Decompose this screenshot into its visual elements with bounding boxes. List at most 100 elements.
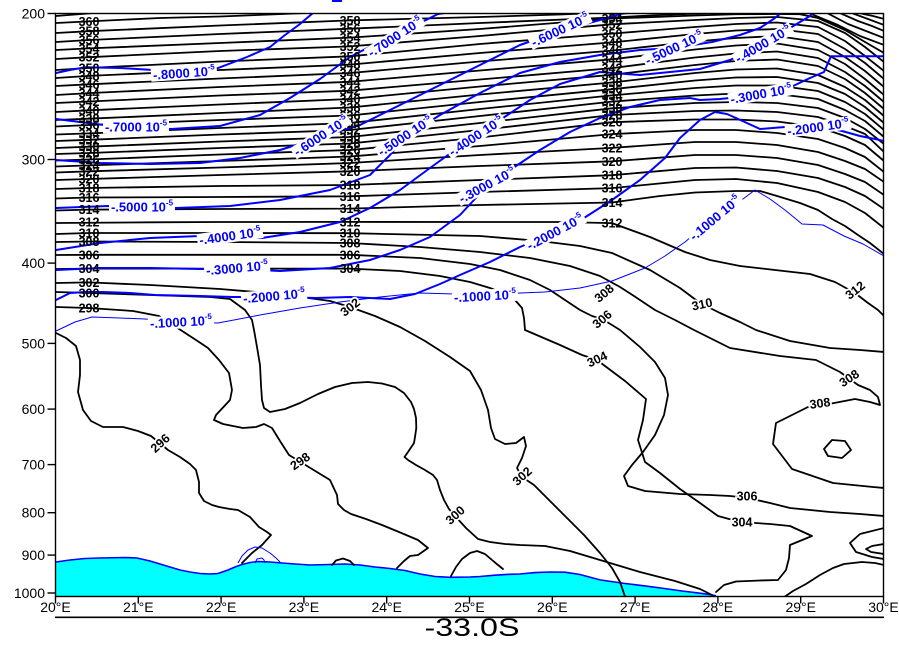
svg-text:400: 400 [22,255,46,271]
svg-text:318: 318 [79,182,100,196]
svg-text:20°E: 20°E [40,599,71,615]
svg-text:326: 326 [340,144,361,158]
svg-text:338: 338 [602,76,623,90]
svg-text:-.1000 10-5: -.1000 10-5 [150,312,213,331]
svg-text:352: 352 [340,40,361,54]
svg-text:700: 700 [22,457,46,473]
svg-text:300: 300 [79,287,100,301]
svg-text:350: 350 [79,62,100,76]
svg-text:27°E: 27°E [620,599,651,615]
svg-text:342: 342 [602,62,623,76]
svg-text:328: 328 [79,147,100,161]
svg-text:800: 800 [22,505,46,521]
svg-text:346: 346 [79,78,100,92]
svg-text:900: 900 [22,547,46,563]
svg-text:500: 500 [22,335,46,351]
svg-text:21°E: 21°E [123,599,154,615]
svg-text:348: 348 [602,36,623,50]
svg-text:298: 298 [79,302,100,316]
svg-text:332: 332 [79,133,100,147]
svg-text:310: 310 [340,227,361,241]
svg-text:-33.0S: -33.0S [425,614,520,642]
svg-text:318: 318 [340,179,361,193]
svg-text:320: 320 [340,165,361,179]
svg-text:312: 312 [602,217,623,231]
svg-text:330: 330 [602,102,623,116]
svg-text:324: 324 [79,159,100,173]
svg-text:352: 352 [79,51,100,65]
svg-text:300: 300 [22,152,46,168]
svg-text:334: 334 [79,127,100,141]
svg-text:352: 352 [602,18,623,32]
svg-text:358: 358 [340,14,361,28]
svg-text:328: 328 [602,109,623,123]
svg-text:304: 304 [732,516,753,530]
svg-text:326: 326 [79,153,100,167]
svg-text:306: 306 [737,490,758,504]
svg-text:314: 314 [79,203,100,217]
svg-text:340: 340 [340,93,361,107]
svg-text:344: 344 [340,75,361,89]
svg-text:336: 336 [79,119,100,133]
svg-text:322: 322 [79,165,100,179]
svg-text:316: 316 [602,182,623,196]
svg-text:322: 322 [340,157,361,171]
svg-text:-.8000 10-5: -.8000 10-5 [152,62,216,82]
svg-text:330: 330 [340,131,361,145]
svg-text:324: 324 [602,128,623,142]
svg-text:304: 304 [340,262,361,276]
svg-text:310: 310 [79,227,100,241]
svg-text:312: 312 [340,215,361,229]
svg-text:344: 344 [602,53,623,67]
svg-text:358: 358 [79,25,100,39]
svg-text:342: 342 [340,84,361,98]
svg-text:320: 320 [602,155,623,169]
svg-text:312: 312 [79,216,100,230]
svg-text:26°E: 26°E [537,599,568,615]
svg-text:340: 340 [79,104,100,118]
svg-text:350: 350 [602,27,623,41]
svg-text:306: 306 [340,248,361,262]
svg-text:-.2000 10-5: -.2000 10-5 [242,285,306,306]
svg-text:306: 306 [79,248,100,262]
svg-text:342: 342 [79,95,100,109]
svg-text:314: 314 [340,202,361,216]
svg-text:316: 316 [340,190,361,204]
svg-text:-.5000 10-5: -.5000 10-5 [111,199,174,215]
svg-text:334: 334 [602,89,623,103]
svg-text:354: 354 [602,12,623,26]
svg-text:338: 338 [340,101,361,115]
svg-text:308: 308 [79,235,100,249]
svg-text:348: 348 [340,58,361,72]
svg-text:302: 302 [79,276,100,290]
svg-text:338: 338 [79,112,100,126]
svg-text:336: 336 [602,83,623,97]
svg-text:350: 350 [340,50,361,64]
svg-text:320: 320 [79,173,100,187]
svg-text:360: 360 [79,15,100,29]
svg-text:346: 346 [340,67,361,81]
svg-text:310: 310 [690,295,713,313]
svg-text:326: 326 [602,116,623,130]
svg-text:348: 348 [79,69,100,83]
svg-text:28°E: 28°E [703,599,734,615]
svg-text:324: 324 [340,150,361,164]
svg-text:346: 346 [602,44,623,58]
svg-text:356: 356 [340,22,361,36]
svg-text:-.7000 10-5: -.7000 10-5 [105,119,168,135]
svg-text:308: 308 [809,395,832,412]
svg-text:344: 344 [79,87,100,101]
svg-text:200: 200 [22,6,46,22]
svg-text:-.1000 10-5: -.1000 10-5 [454,286,517,305]
svg-text:306: 306 [737,490,758,504]
svg-text:22°E: 22°E [206,599,237,615]
svg-text:1000: 1000 [14,585,45,601]
svg-text:354: 354 [340,31,361,45]
svg-text:23°E: 23°E [289,599,320,615]
svg-text:318: 318 [602,169,623,183]
svg-text:25°E: 25°E [454,599,485,615]
svg-text:322: 322 [602,141,623,155]
svg-text:-.3000 10-5: -.3000 10-5 [205,257,269,278]
svg-text:314: 314 [602,196,623,210]
svg-text:316: 316 [79,191,100,205]
